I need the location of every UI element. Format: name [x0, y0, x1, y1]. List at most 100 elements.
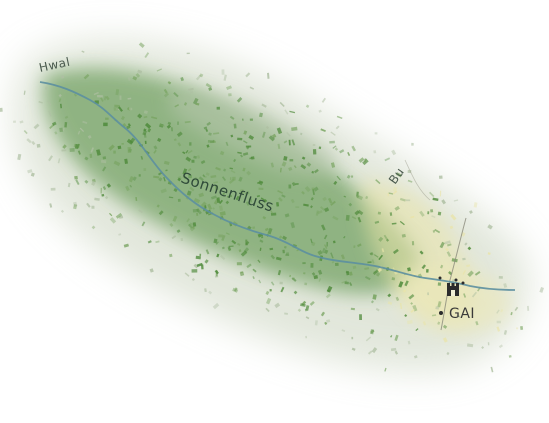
vegetation-fleck [395, 296, 400, 302]
vegetation-fleck [240, 250, 248, 257]
vegetation-fleck [441, 199, 446, 205]
vegetation-fleck [198, 176, 204, 182]
vegetation-fleck [277, 269, 282, 276]
vegetation-fleck [303, 203, 309, 207]
vegetation-fleck [453, 199, 459, 202]
vegetation-fleck [83, 73, 90, 80]
vegetation-fleck [309, 300, 315, 306]
vegetation-fleck [405, 199, 411, 202]
vegetation-fleck [392, 267, 395, 271]
castle-icon[interactable] [447, 283, 459, 296]
vegetation-fleck [210, 175, 217, 179]
vegetation-fleck [166, 124, 172, 129]
vegetation-fleck [163, 160, 170, 166]
vegetation-fleck [180, 76, 185, 82]
vegetation-fleck [299, 132, 303, 136]
vegetation-fleck [391, 149, 397, 156]
vegetation-fleck [462, 270, 467, 275]
vegetation-fleck [347, 152, 351, 157]
meadow-south [399, 266, 511, 333]
vegetation-fleck [169, 253, 173, 258]
vegetation-fleck [274, 302, 281, 309]
vegetation-fleck [450, 213, 457, 221]
vegetation-fleck [394, 334, 399, 342]
vegetation-fleck [204, 259, 209, 264]
vegetation-fleck [503, 330, 508, 335]
vegetation-fleck [431, 215, 436, 219]
vegetation-fleck [369, 252, 373, 256]
vegetation-fleck [23, 90, 26, 95]
vegetation-fleck [206, 144, 210, 148]
vegetation-fleck [73, 201, 78, 207]
vegetation-fleck [210, 195, 217, 200]
vegetation-fleck [123, 243, 130, 248]
vegetation-fleck [103, 95, 107, 101]
vegetation-fleck [203, 126, 208, 130]
vegetation-fleck [193, 263, 199, 269]
vegetation-fleck [328, 197, 333, 204]
vegetation-fleck [212, 302, 220, 310]
vegetation-fleck [341, 329, 346, 332]
vegetation-fleck [302, 262, 306, 265]
vegetation-fleck [279, 101, 285, 107]
vegetation-fleck [171, 235, 177, 240]
vegetation-fleck [259, 239, 264, 243]
vegetation-fleck [259, 247, 262, 252]
vegetation-fleck [310, 205, 313, 209]
vegetation-fleck [464, 242, 468, 246]
vegetation-fleck [356, 195, 360, 199]
vegetation-fleck [109, 217, 117, 224]
vegetation-fleck [295, 206, 300, 208]
vegetation-fleck [196, 212, 199, 216]
vegetation-fleck [216, 106, 220, 110]
vegetation-fleck [246, 145, 250, 150]
vegetation-fleck [229, 177, 232, 181]
vegetation-fleck [296, 249, 299, 252]
vegetation-fleck [227, 246, 232, 251]
vegetation-fleck [496, 326, 501, 332]
vegetation-fleck [237, 151, 242, 155]
vegetation-fleck [289, 274, 291, 278]
vegetation-fleck [61, 149, 67, 152]
vegetation-fleck [249, 118, 253, 121]
vegetation-fleck [96, 149, 101, 156]
vegetation-fleck [407, 267, 411, 272]
vegetation-fleck [73, 93, 77, 97]
town-label[interactable]: GAI [449, 306, 475, 322]
vegetation-fleck [278, 235, 283, 239]
vegetation-fleck [401, 233, 406, 238]
vegetation-fleck [221, 234, 226, 241]
vegetation-fleck [238, 176, 243, 182]
vegetation-fleck [449, 225, 454, 230]
vegetation-fleck [503, 283, 508, 288]
vegetation-fleck [216, 197, 221, 204]
vegetation-fleck [73, 204, 78, 210]
vegetation-fleck [304, 308, 307, 312]
vegetation-fleck [374, 132, 378, 135]
vegetation-fleck [332, 215, 339, 221]
vegetation-fleck [236, 262, 242, 266]
vegetation-fleck [246, 263, 252, 269]
vegetation-fleck [281, 194, 286, 198]
vegetation-fleck [235, 195, 240, 201]
vegetation-fleck [410, 215, 415, 219]
vegetation-fleck [221, 176, 227, 182]
vegetation-fleck [138, 174, 141, 177]
vegetation-fleck [313, 168, 319, 174]
vegetation-fleck [158, 210, 164, 216]
vegetation-fleck [467, 246, 472, 251]
vegetation-fleck [346, 174, 351, 179]
vegetation-flecks [0, 42, 544, 373]
vegetation-fleck [434, 228, 441, 234]
vegetation-fleck [204, 175, 207, 178]
vegetation-fleck [410, 308, 415, 313]
vegetation-fleck [105, 117, 109, 120]
vegetation-fleck [195, 102, 200, 106]
vegetation-fleck [312, 144, 316, 146]
vegetation-fleck [221, 246, 225, 250]
vegetation-fleck [435, 306, 440, 310]
vegetation-fleck [59, 127, 64, 133]
vegetation-fleck [539, 286, 544, 293]
vegetation-fleck [412, 304, 418, 312]
